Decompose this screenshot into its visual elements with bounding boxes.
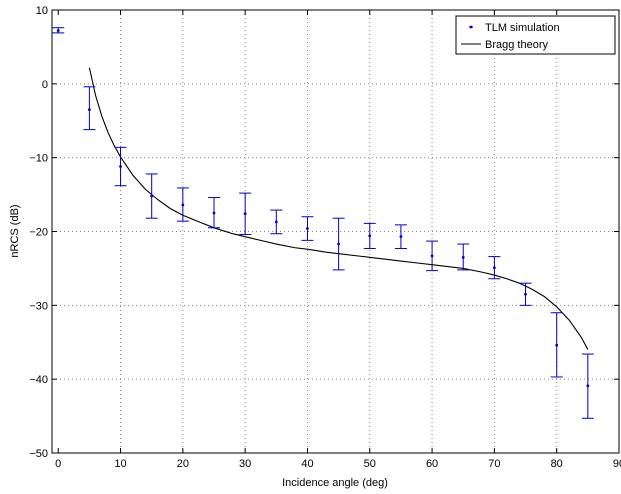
- legend: TLM simulation Bragg theory: [455, 15, 616, 55]
- sim-point: [119, 165, 122, 168]
- y-tick-label: 10: [36, 5, 48, 17]
- sim-point-group: [270, 209, 283, 235]
- sim-point: [430, 254, 434, 258]
- sim-point-group: [363, 222, 376, 249]
- sim-point: [555, 343, 559, 347]
- y-axis-label: nRCS (dB): [9, 204, 21, 257]
- sim-point-group: [488, 256, 501, 280]
- legend-theory-label: Bragg theory: [485, 39, 548, 51]
- sim-point-group: [394, 224, 407, 249]
- y-tick-label: −30: [29, 300, 48, 312]
- sim-point-group: [176, 187, 189, 222]
- theory-line: [88, 67, 589, 350]
- sim-point-group: [426, 240, 439, 272]
- y-tick-label: 0: [42, 79, 48, 91]
- x-tick-label: 80: [551, 458, 563, 470]
- sim-point-group: [52, 27, 65, 34]
- legend-box: [455, 15, 616, 55]
- sim-point: [586, 384, 590, 388]
- sim-point-group: [519, 282, 532, 306]
- sim-point-group: [208, 197, 220, 229]
- sim-point: [461, 255, 465, 259]
- x-axis-label: Incidence angle (deg): [282, 477, 388, 489]
- y-tick-label: −20: [29, 227, 48, 239]
- sim-point-group: [332, 217, 345, 271]
- legend-sim-marker: [469, 25, 473, 29]
- plot-frame: [51, 9, 620, 454]
- x-tick-label: 20: [177, 458, 189, 470]
- plot-background: [52, 10, 619, 453]
- x-tick-label: 60: [426, 458, 438, 470]
- sim-point: [56, 29, 60, 33]
- x-tick-label: 70: [488, 458, 500, 470]
- sim-point: [150, 194, 154, 198]
- sim-point: [368, 234, 372, 238]
- sim-point-group: [301, 216, 314, 241]
- sim-point-group: [83, 86, 96, 131]
- x-tick-label: 30: [239, 458, 251, 470]
- sim-point: [306, 227, 309, 230]
- sim-point-group: [239, 192, 252, 235]
- legend-sim-label: TLM simulation: [485, 22, 560, 34]
- sim-point-group: [457, 243, 470, 271]
- x-tick-label: 0: [55, 458, 61, 470]
- theory-layer: [88, 67, 589, 350]
- x-tick-label: 90: [613, 458, 621, 470]
- sim-point: [181, 203, 185, 207]
- y-tick-label: −10: [29, 153, 48, 165]
- axes-layer: 0 10 20 30 40 50 60 70 80 90 −50 −40 −30 −20 −10 0 10: [29, 5, 621, 470]
- y-tick-label: −40: [29, 374, 48, 386]
- sim-point: [337, 242, 341, 246]
- y-tick-label: −50: [29, 448, 48, 460]
- sim-point-group: [114, 146, 127, 187]
- sim-point: [212, 211, 216, 215]
- sim-point-group: [145, 173, 158, 219]
- sim-point-group: [550, 312, 563, 378]
- sim-point: [524, 292, 527, 296]
- x-tick-label: 50: [364, 458, 376, 470]
- sim-point: [274, 220, 278, 224]
- sim-point: [399, 235, 403, 239]
- x-tick-label: 40: [301, 458, 313, 470]
- sim-point: [87, 108, 91, 112]
- simulation-layer: [52, 27, 594, 419]
- sim-point: [243, 212, 247, 216]
- x-tick-label: 10: [114, 458, 126, 470]
- sim-point-group: [581, 353, 594, 419]
- sim-point: [492, 266, 496, 270]
